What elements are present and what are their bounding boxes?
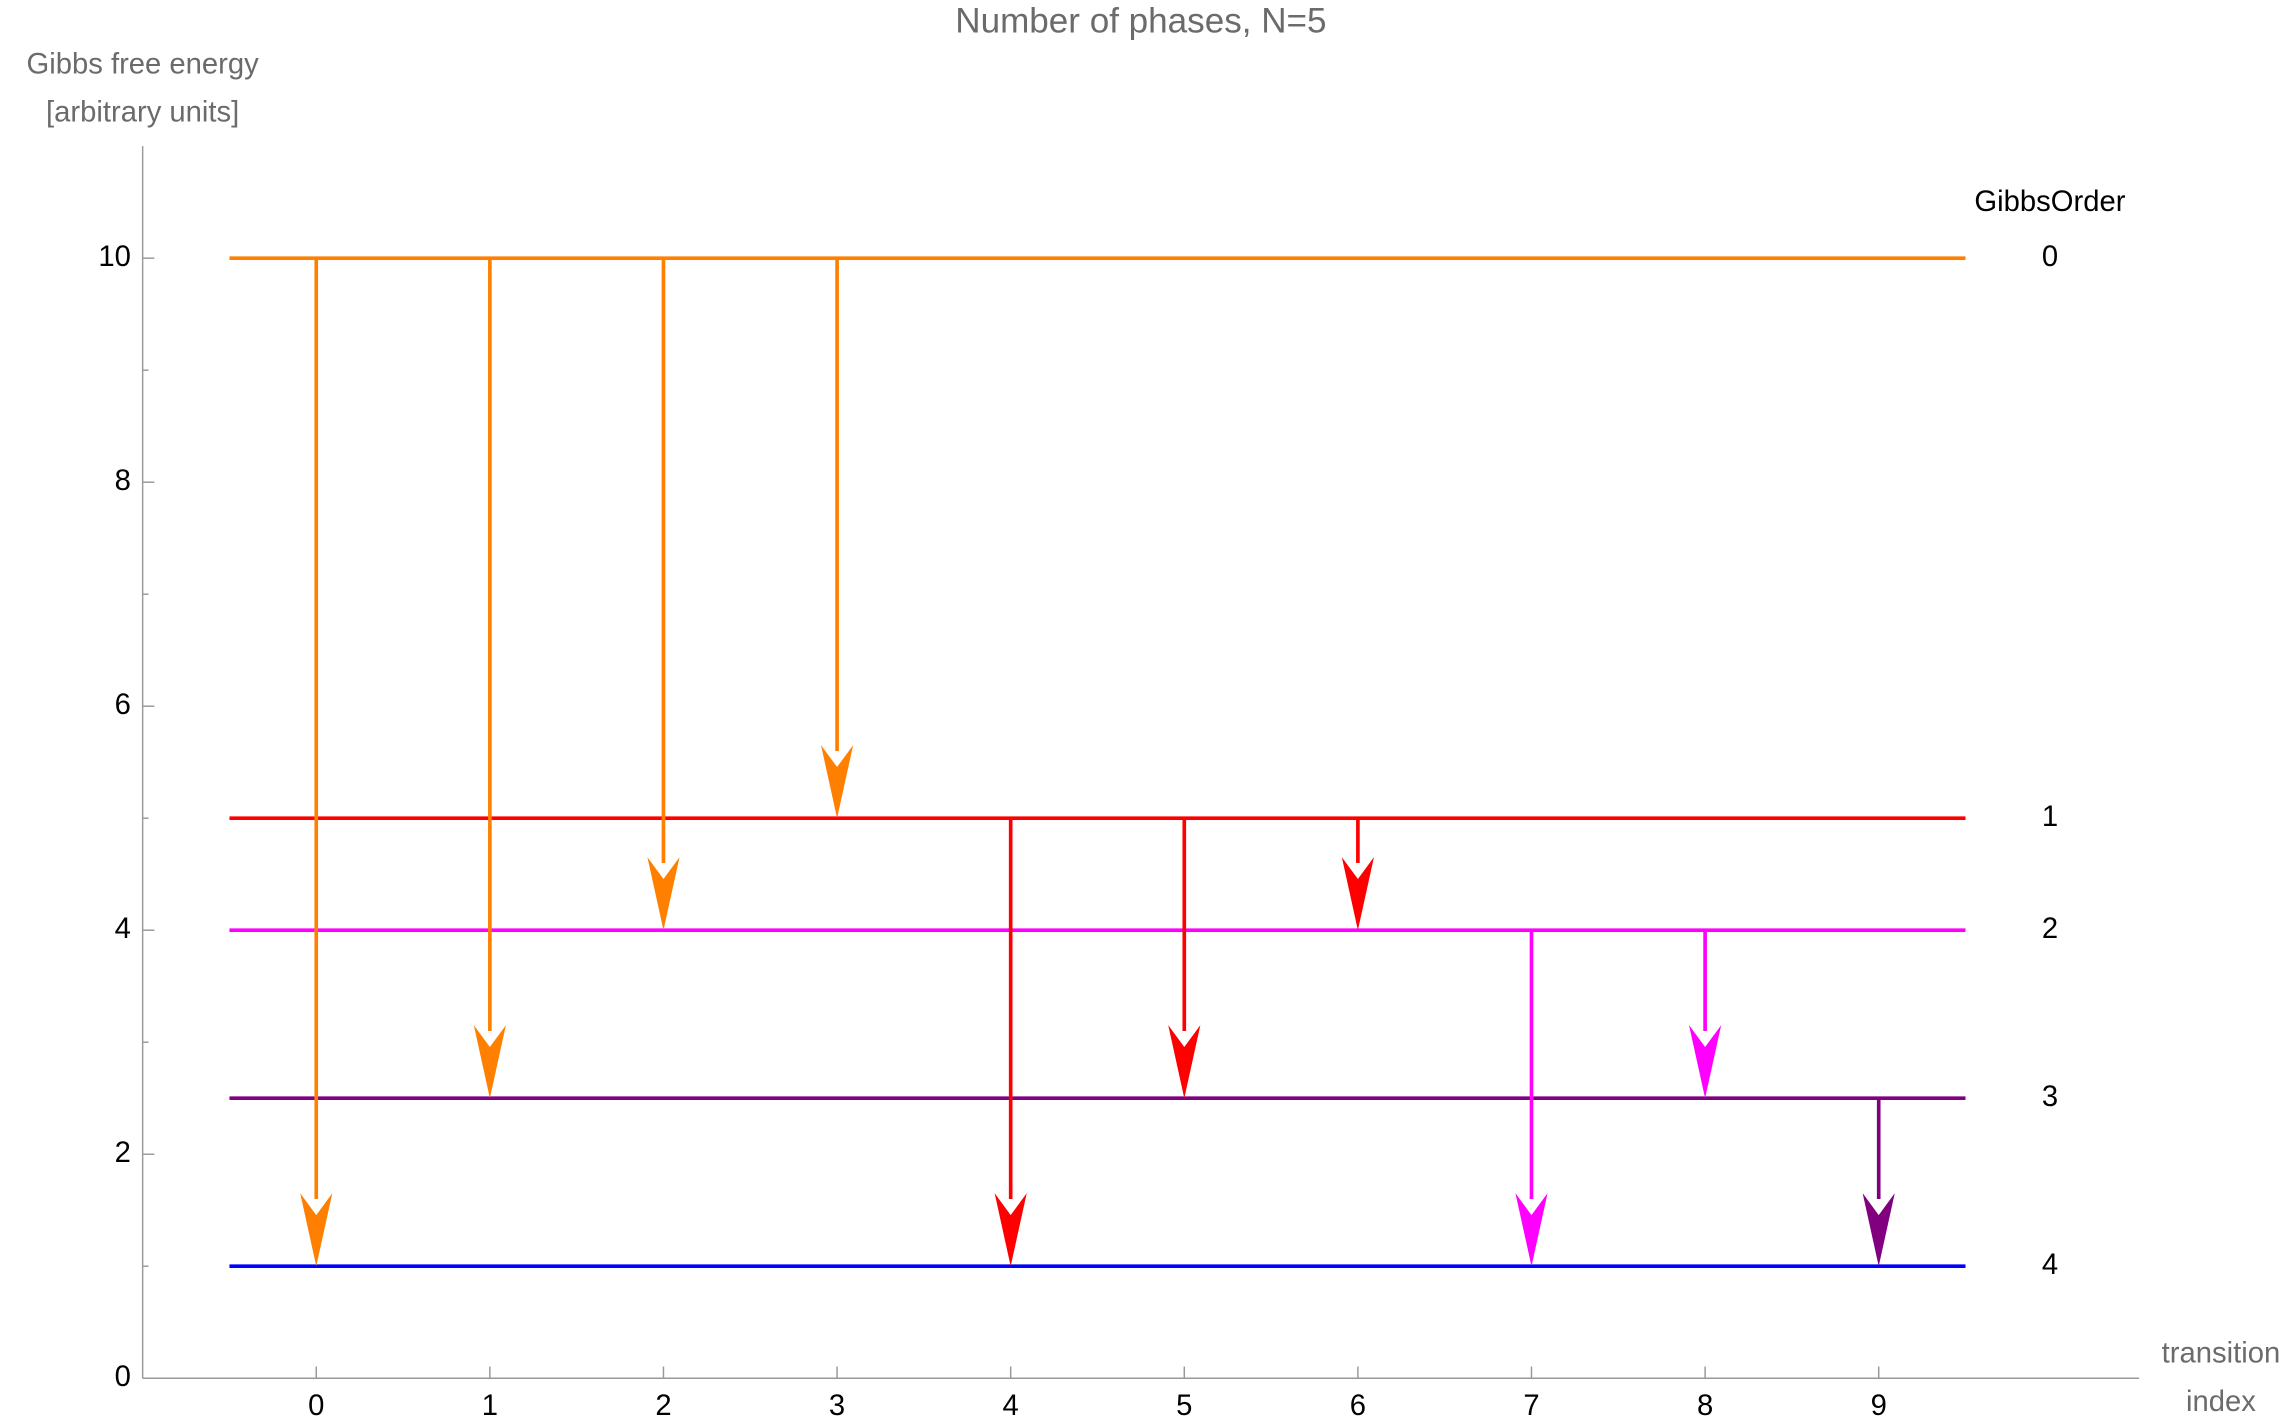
x-tick-label: 6	[1350, 1390, 1366, 1422]
x-tick-label: 0	[308, 1390, 324, 1422]
arrow-head	[820, 745, 854, 819]
transition-arrow	[1168, 818, 1201, 1099]
arrow-head	[1168, 1025, 1201, 1099]
x-tick-label: 9	[1871, 1390, 1887, 1422]
arrow-head	[300, 1193, 333, 1267]
y-tick-label: 6	[115, 689, 131, 721]
y-axis-label: Gibbs free energy	[27, 48, 260, 80]
x-axis-label: index	[2186, 1386, 2256, 1418]
x-tick-label: 2	[655, 1390, 671, 1422]
y-axis-label: [arbitrary units]	[46, 97, 239, 129]
arrow-head	[994, 1193, 1027, 1267]
x-tick-label: 4	[1003, 1390, 1019, 1422]
arrow-head	[1862, 1193, 1895, 1267]
legend-label: 1	[2042, 801, 2058, 833]
x-tick-label: 1	[482, 1390, 498, 1422]
transition-arrow	[647, 258, 680, 931]
transition-arrow	[820, 258, 854, 819]
legend-label: 0	[2042, 241, 2058, 273]
transition-arrow	[473, 258, 506, 1099]
x-axis-label: transition	[2162, 1338, 2281, 1370]
arrow-head	[1515, 1193, 1548, 1267]
arrow-head	[647, 857, 680, 931]
transition-arrow	[300, 258, 333, 1267]
legend-title: GibbsOrder	[1974, 186, 2125, 218]
transition-arrow	[1341, 818, 1374, 931]
legend-label: 2	[2042, 913, 2058, 945]
legend-label: 3	[2042, 1081, 2058, 1113]
legend-label: 4	[2042, 1249, 2058, 1281]
x-tick-label: 3	[829, 1390, 845, 1422]
y-tick-label: 0	[115, 1361, 131, 1393]
x-tick-label: 7	[1523, 1390, 1539, 1422]
transition-arrow	[994, 818, 1027, 1267]
arrow-head	[1341, 857, 1374, 931]
transition-arrow	[1862, 1098, 1895, 1267]
y-tick-label: 8	[115, 465, 131, 497]
arrow-head	[1689, 1025, 1722, 1099]
x-tick-label: 8	[1697, 1390, 1713, 1422]
chart-title: Number of phases, N=5	[955, 2, 1326, 41]
y-tick-label: 10	[98, 241, 131, 273]
y-tick-label: 4	[115, 913, 131, 945]
arrow-head	[473, 1025, 506, 1099]
transition-arrow	[1515, 930, 1548, 1267]
transition-arrow	[1689, 930, 1722, 1099]
x-tick-label: 5	[1176, 1390, 1192, 1422]
y-tick-label: 2	[115, 1137, 131, 1169]
